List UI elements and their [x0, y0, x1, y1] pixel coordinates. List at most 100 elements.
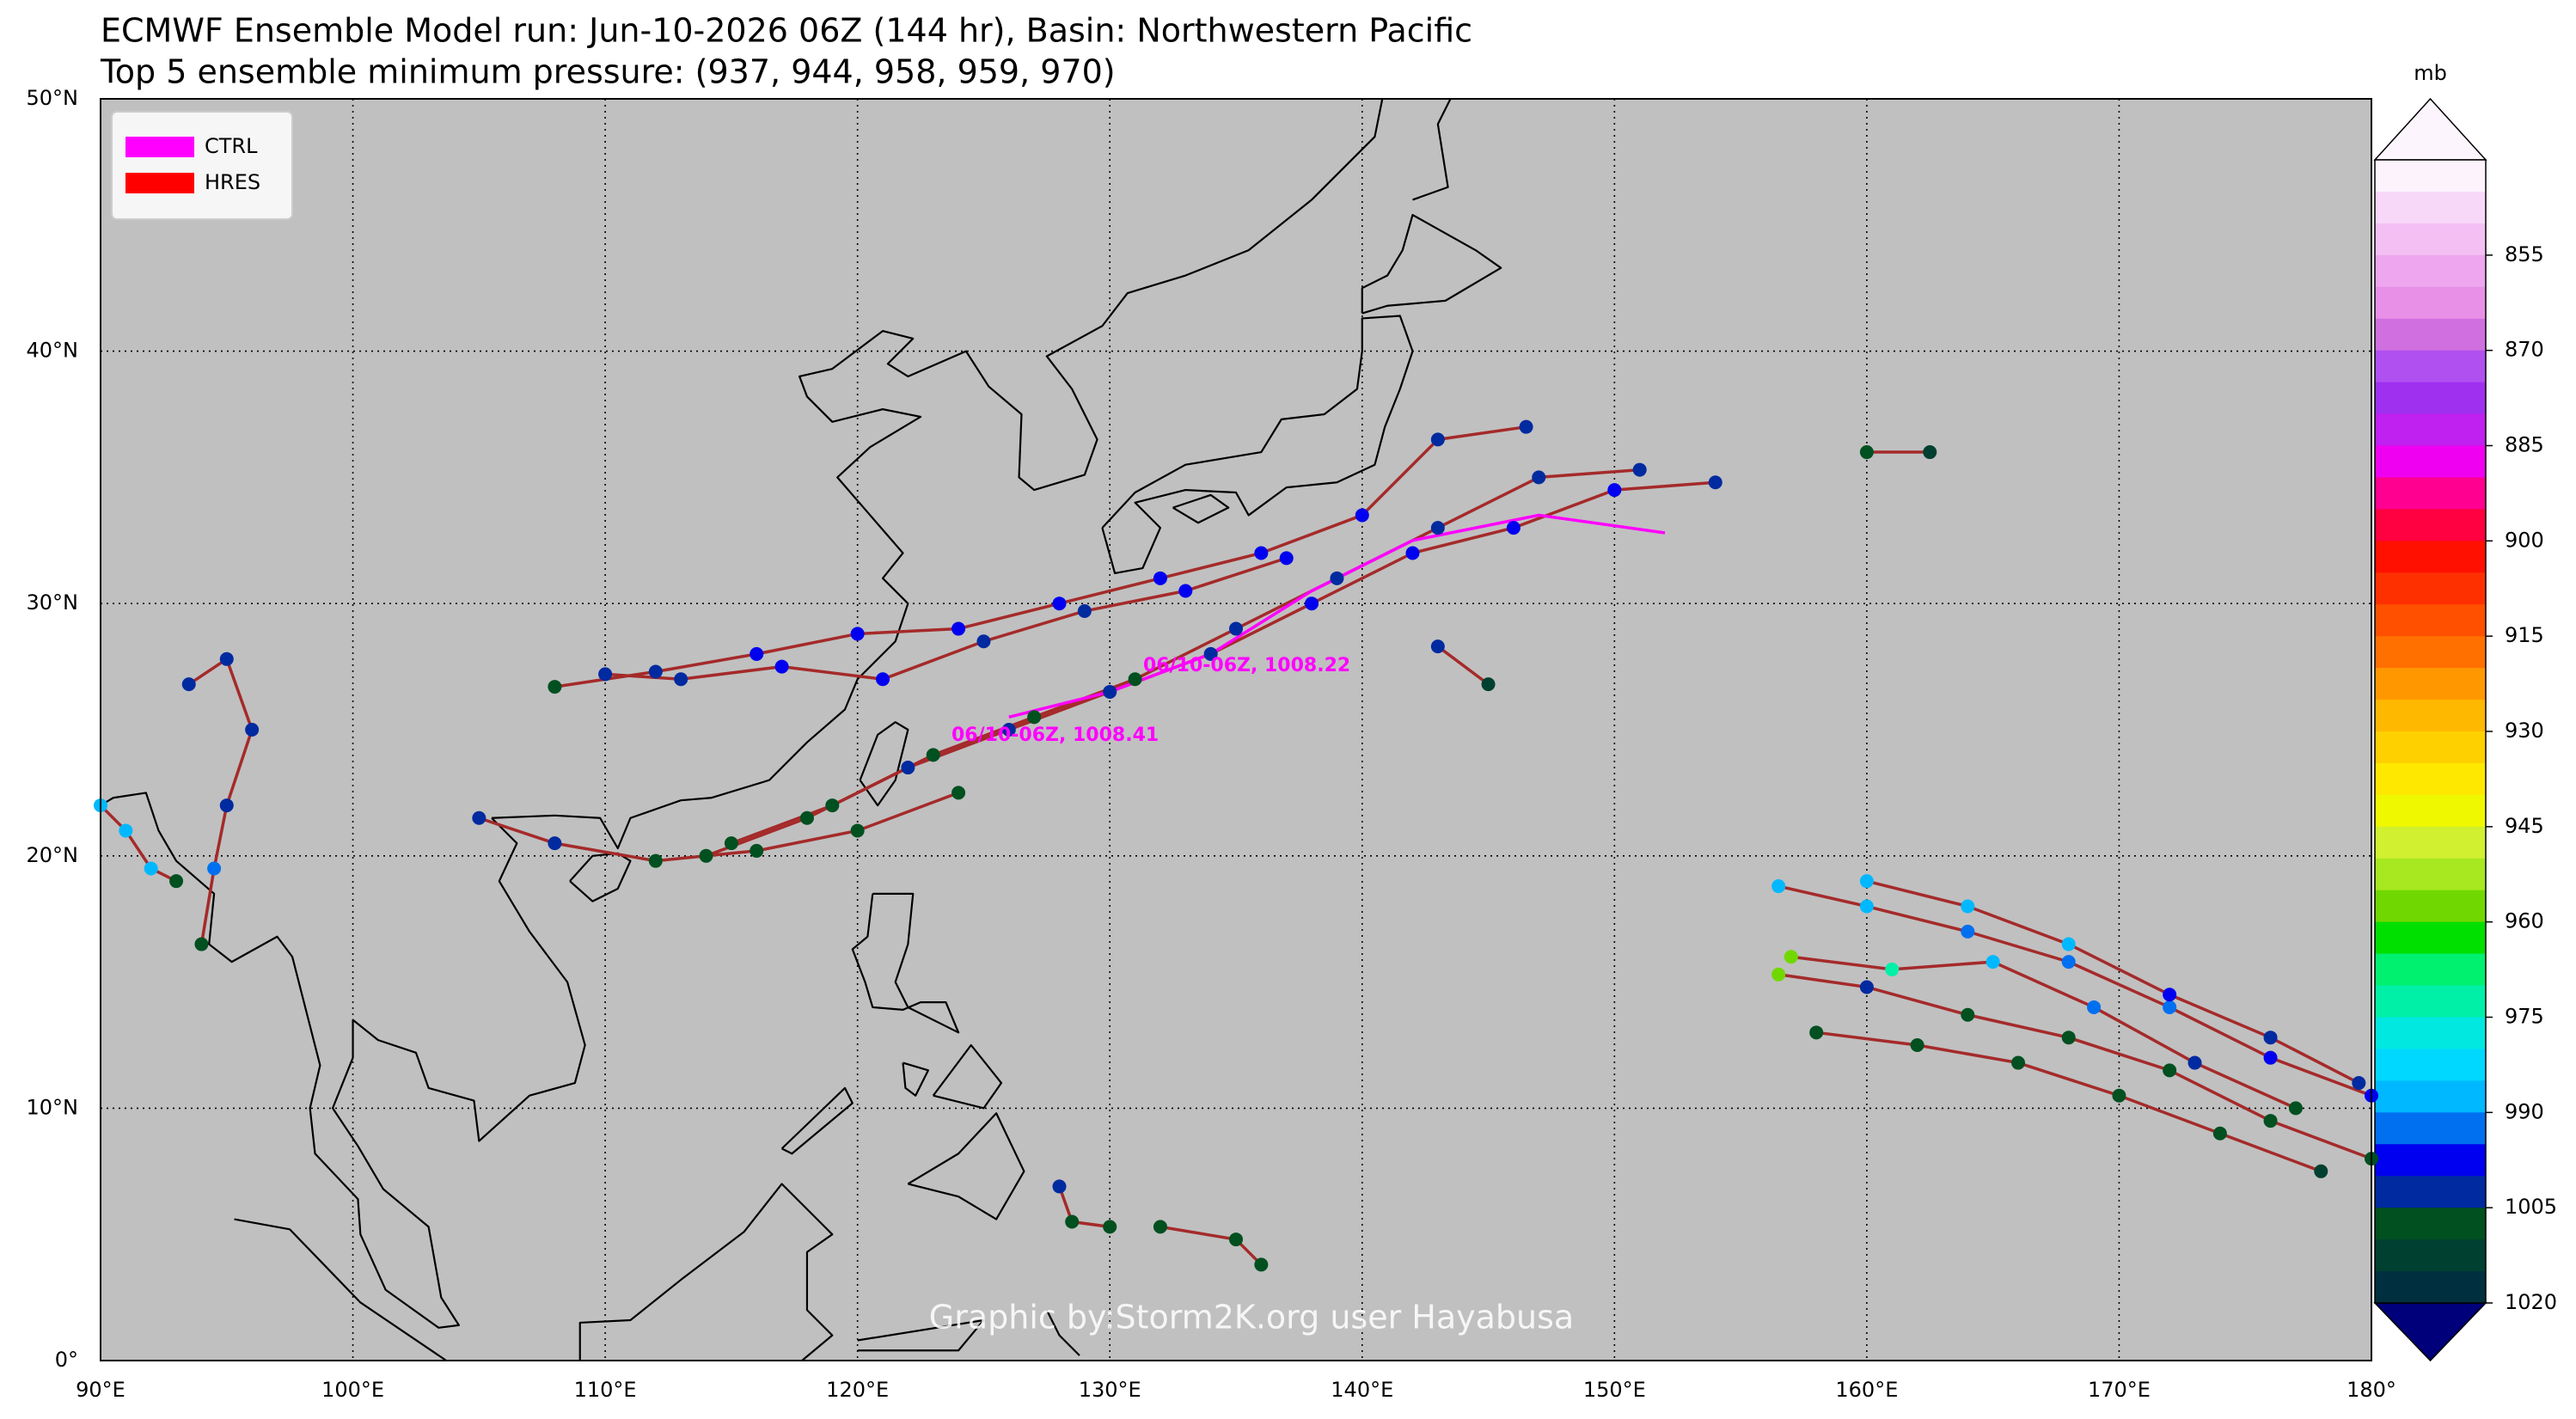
track-line: [187, 657, 254, 945]
track-point: [1923, 445, 1937, 460]
track-point: [876, 672, 890, 687]
colorbar-tick-label: 900: [2505, 528, 2544, 552]
colorbar-band: [2375, 1049, 2486, 1081]
colorbar-band: [2375, 636, 2486, 669]
track-point: [1405, 546, 1420, 560]
track-point: [1771, 879, 1786, 894]
coastline: [569, 852, 632, 902]
colorbar-band: [2375, 826, 2486, 859]
track-point: [951, 786, 966, 800]
x-tick-label: 180°: [2347, 1378, 2396, 1402]
track-point: [144, 861, 158, 876]
track-point: [598, 667, 613, 682]
colorbar-tick-label: 975: [2505, 1005, 2544, 1029]
coastline: [851, 892, 960, 1034]
x-tick-label: 160°E: [1835, 1378, 1898, 1402]
track-point: [1178, 584, 1193, 598]
track-point: [774, 659, 789, 674]
colorbar-band: [2375, 254, 2486, 288]
track-point: [1859, 445, 1874, 460]
colorbar-band: [2375, 762, 2486, 796]
colorbar-tick-label: 930: [2505, 719, 2544, 743]
colorbar-tick-label: 1005: [2505, 1195, 2557, 1219]
track-point: [901, 761, 915, 775]
colorbar-tick-label: 960: [2505, 909, 2544, 933]
colorbar-band: [2375, 1239, 2486, 1272]
track-point: [674, 672, 688, 687]
colorbar-band: [2375, 1176, 2486, 1208]
track-point: [1519, 419, 1533, 434]
track-point: [2212, 1126, 2227, 1141]
track-point: [1355, 508, 1369, 523]
colorbar-tick-label: 885: [2505, 433, 2544, 457]
colorbar-tick-label: 945: [2505, 814, 2544, 838]
track-point: [1052, 1179, 1067, 1194]
tracks: [94, 419, 2378, 1272]
track-point: [1910, 1038, 1924, 1052]
track-point: [1305, 596, 1319, 611]
colorbar-band: [2375, 445, 2486, 478]
track-line: [1790, 955, 2297, 1110]
colorbar-band: [2375, 509, 2486, 541]
track-point: [976, 634, 991, 649]
track-line: [604, 556, 1288, 682]
track-point: [219, 798, 234, 813]
track-point: [1784, 950, 1798, 964]
track-point: [2163, 1063, 2177, 1078]
track-point: [1430, 639, 1445, 654]
coastline: [1101, 315, 1414, 575]
colorbar-band: [2375, 953, 2486, 987]
colorbar-band: [2375, 668, 2486, 700]
track-point: [951, 621, 966, 636]
coastline: [857, 1318, 985, 1352]
track-point: [1708, 475, 1722, 490]
coastline: [902, 1061, 929, 1097]
y-tick-label: 30°N: [27, 590, 79, 615]
coastline: [100, 792, 586, 1329]
track-line: [1436, 645, 1490, 686]
y-tick-label: 50°N: [27, 86, 79, 110]
coastline: [491, 98, 1384, 850]
track-point: [2163, 988, 2177, 1002]
coastline: [1412, 98, 1452, 201]
track-point: [1077, 604, 1092, 619]
colorbar-band: [2375, 223, 2486, 256]
colorbar-band: [2375, 477, 2486, 510]
x-tick-label: 140°E: [1331, 1378, 1393, 1402]
legend: CTRL HRES: [111, 111, 293, 220]
track-point: [724, 836, 738, 851]
colorbar-band: [2375, 1017, 2486, 1049]
track-point: [1065, 1214, 1080, 1229]
track-point: [2263, 1050, 2278, 1065]
colorbar-band: [2375, 1080, 2486, 1113]
colorbar-band: [2375, 1144, 2486, 1177]
legend-swatch: [125, 137, 194, 157]
colorbar-label: mb: [2414, 61, 2447, 85]
track-point: [1885, 962, 1900, 976]
track-point: [1986, 955, 2000, 969]
colorbar-band: [2375, 985, 2486, 1018]
colorbar-band: [2375, 604, 2486, 637]
credit: Graphic by:Storm2K.org user Hayabusa: [929, 1299, 1574, 1336]
track-point: [1481, 677, 1496, 692]
track-point: [1103, 1220, 1117, 1234]
x-tick-label: 150°E: [1583, 1378, 1646, 1402]
coastline: [1361, 213, 1502, 315]
track-point: [2061, 937, 2076, 951]
track-point: [1330, 571, 1344, 585]
track-point: [1430, 432, 1445, 447]
colorbar-band: [2375, 382, 2486, 415]
track-point: [1254, 546, 1269, 560]
track-point: [2263, 1031, 2278, 1045]
track-point: [1961, 899, 1975, 914]
track-point: [1279, 551, 1294, 566]
colorbar-band: [2375, 541, 2486, 573]
track-point: [850, 627, 865, 641]
track-point: [648, 853, 663, 868]
coastline: [578, 1183, 834, 1361]
track-point: [207, 861, 222, 876]
track-point: [181, 677, 196, 692]
track-point: [472, 810, 486, 825]
